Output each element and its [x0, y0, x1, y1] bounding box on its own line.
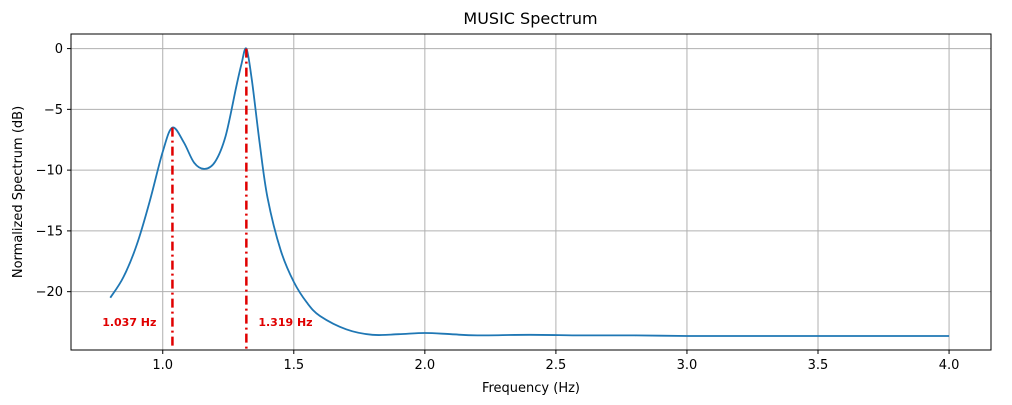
spectrum-line — [109, 47, 950, 337]
x-tick-label: 4.0 — [939, 358, 960, 373]
chart-title: MUSIC Spectrum — [463, 9, 597, 28]
peak-label: 1.319 Hz — [258, 316, 312, 329]
x-tick-label: 2.5 — [546, 358, 567, 373]
plot-area — [109, 47, 950, 337]
y-tick-label: 0 — [55, 42, 63, 57]
x-axis-label: Frequency (Hz) — [482, 381, 580, 396]
x-tick-label: 1.0 — [152, 358, 173, 373]
x-tick-label: 3.5 — [808, 358, 829, 373]
x-tick-label: 3.0 — [677, 358, 698, 373]
peak-label: 1.037 Hz — [102, 316, 156, 329]
peak-markers: 1.037 Hz 1.319 Hz — [102, 48, 313, 350]
y-tick-label: −5 — [44, 103, 63, 118]
x-tick-label: 2.0 — [415, 358, 436, 373]
y-tick-label: −15 — [36, 224, 63, 239]
y-tick-label: −20 — [36, 285, 63, 300]
grid — [71, 34, 991, 350]
y-axis-ticks: 0 −5 −10 −15 −20 — [36, 42, 71, 300]
y-tick-label: −10 — [36, 164, 63, 179]
x-tick-label: 1.5 — [283, 358, 304, 373]
x-axis-ticks: 1.0 1.5 2.0 2.5 3.0 3.5 4.0 — [152, 350, 959, 373]
plot-frame — [70, 33, 992, 351]
y-axis-label: Normalized Spectrum (dB) — [11, 106, 26, 278]
